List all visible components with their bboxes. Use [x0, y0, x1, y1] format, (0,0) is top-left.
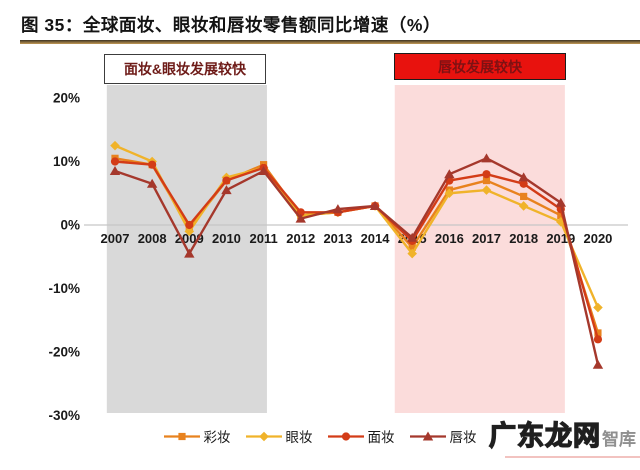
legend-marker-color-makeup [163, 432, 200, 440]
figure-title: 图 35：全球面妆、眼妆和唇妆零售额同比增速（%） [21, 15, 441, 35]
chart-legend: 彩妆 眼妆 面妆 唇妆 [0, 426, 640, 446]
watermark-main: 广东龙网 [488, 420, 601, 451]
x-tick-label: 2012 [286, 231, 315, 246]
y-tick-label: -10% [48, 281, 80, 296]
legend-item-eye-makeup: 眼妆 [245, 426, 313, 446]
marker-lip-makeup [518, 172, 529, 182]
y-tick-label: -30% [48, 408, 80, 423]
title-divider [20, 40, 640, 44]
legend-label-lip-makeup: 唇妆 [449, 430, 477, 445]
marker-eye-makeup [444, 188, 455, 199]
x-tick-label: 2017 [472, 231, 501, 246]
annotation-face-eye-box: 面妆&眼妆发展较快 [104, 54, 266, 84]
legend-marker-lip-makeup [409, 431, 446, 440]
marker-eye-makeup [518, 201, 529, 211]
marker-lip-makeup [555, 197, 566, 207]
x-tick-label: 2007 [101, 231, 130, 246]
marker-lip-makeup [369, 200, 381, 210]
x-tick-label: 2013 [323, 231, 352, 246]
legend-label-face-makeup: 面妆 [367, 430, 395, 445]
marker-lip-makeup [332, 204, 344, 214]
marker-lip-makeup [109, 166, 121, 176]
marker-eye-makeup [593, 302, 603, 313]
marker-lip-makeup [481, 153, 492, 163]
marker-eye-makeup [481, 185, 492, 195]
legend-item-color-makeup: 彩妆 [163, 426, 231, 446]
marker-eye-makeup [407, 248, 417, 259]
legend-marker-face-makeup [327, 431, 364, 441]
y-tick-label: 10% [53, 154, 80, 169]
legend-marker-eye-makeup [245, 431, 282, 441]
marker-color-makeup [594, 329, 602, 337]
series-line-face-makeup [113, 160, 600, 341]
marker-lip-makeup [407, 232, 418, 242]
marker-color-makeup [482, 176, 491, 185]
marker-face-makeup [185, 220, 194, 230]
legend-glyph-color-makeup [177, 432, 186, 440]
x-tick-label: 2014 [361, 231, 391, 246]
legend-item-lip-makeup: 唇妆 [409, 426, 477, 446]
marker-lip-makeup [221, 185, 232, 195]
marker-color-makeup [520, 192, 528, 201]
marker-lip-makeup [592, 359, 604, 369]
marker-lip-makeup [184, 248, 195, 258]
highlight-region-pink [394, 85, 565, 413]
marker-eye-makeup [110, 140, 120, 151]
marker-face-makeup [110, 157, 120, 166]
marker-lip-makeup [258, 166, 269, 176]
legend-glyph-eye-makeup [258, 431, 269, 441]
y-tick-label: -20% [48, 345, 80, 360]
annotation-lip-box: 唇妆发展较快 [394, 53, 566, 80]
watermark: 广东龙网智库 [488, 416, 636, 461]
x-tick-label: 2018 [509, 231, 538, 246]
y-tick-label: 0% [60, 218, 80, 233]
marker-face-makeup [519, 179, 528, 188]
x-tick-label: 2016 [435, 231, 464, 246]
marker-eye-makeup [184, 226, 195, 237]
marker-lip-makeup [444, 169, 455, 179]
watermark-suffix: 智库 [602, 430, 636, 449]
marker-lip-makeup [295, 213, 306, 223]
marker-face-makeup [222, 176, 231, 185]
marker-color-makeup [557, 211, 565, 220]
series-line-lip-makeup [113, 157, 600, 366]
marker-face-makeup [593, 335, 603, 344]
y-tick-label: 20% [53, 91, 80, 106]
x-tick-label: 2010 [212, 231, 241, 246]
marker-face-makeup [482, 170, 491, 179]
legend-item-face-makeup: 面妆 [327, 426, 395, 446]
legend-glyph-lip-makeup [422, 431, 433, 440]
legend-glyph-face-makeup [341, 431, 350, 441]
marker-face-makeup [148, 160, 157, 169]
x-tick-label: 2020 [583, 231, 612, 246]
marker-color-makeup [408, 243, 416, 251]
bottom-accent-line [505, 456, 640, 458]
x-tick-label: 2008 [138, 231, 167, 246]
legend-label-color-makeup: 彩妆 [203, 430, 231, 445]
x-tick-label: 2011 [249, 231, 277, 246]
marker-lip-makeup [146, 178, 158, 188]
legend-label-eye-makeup: 眼妆 [285, 430, 313, 445]
